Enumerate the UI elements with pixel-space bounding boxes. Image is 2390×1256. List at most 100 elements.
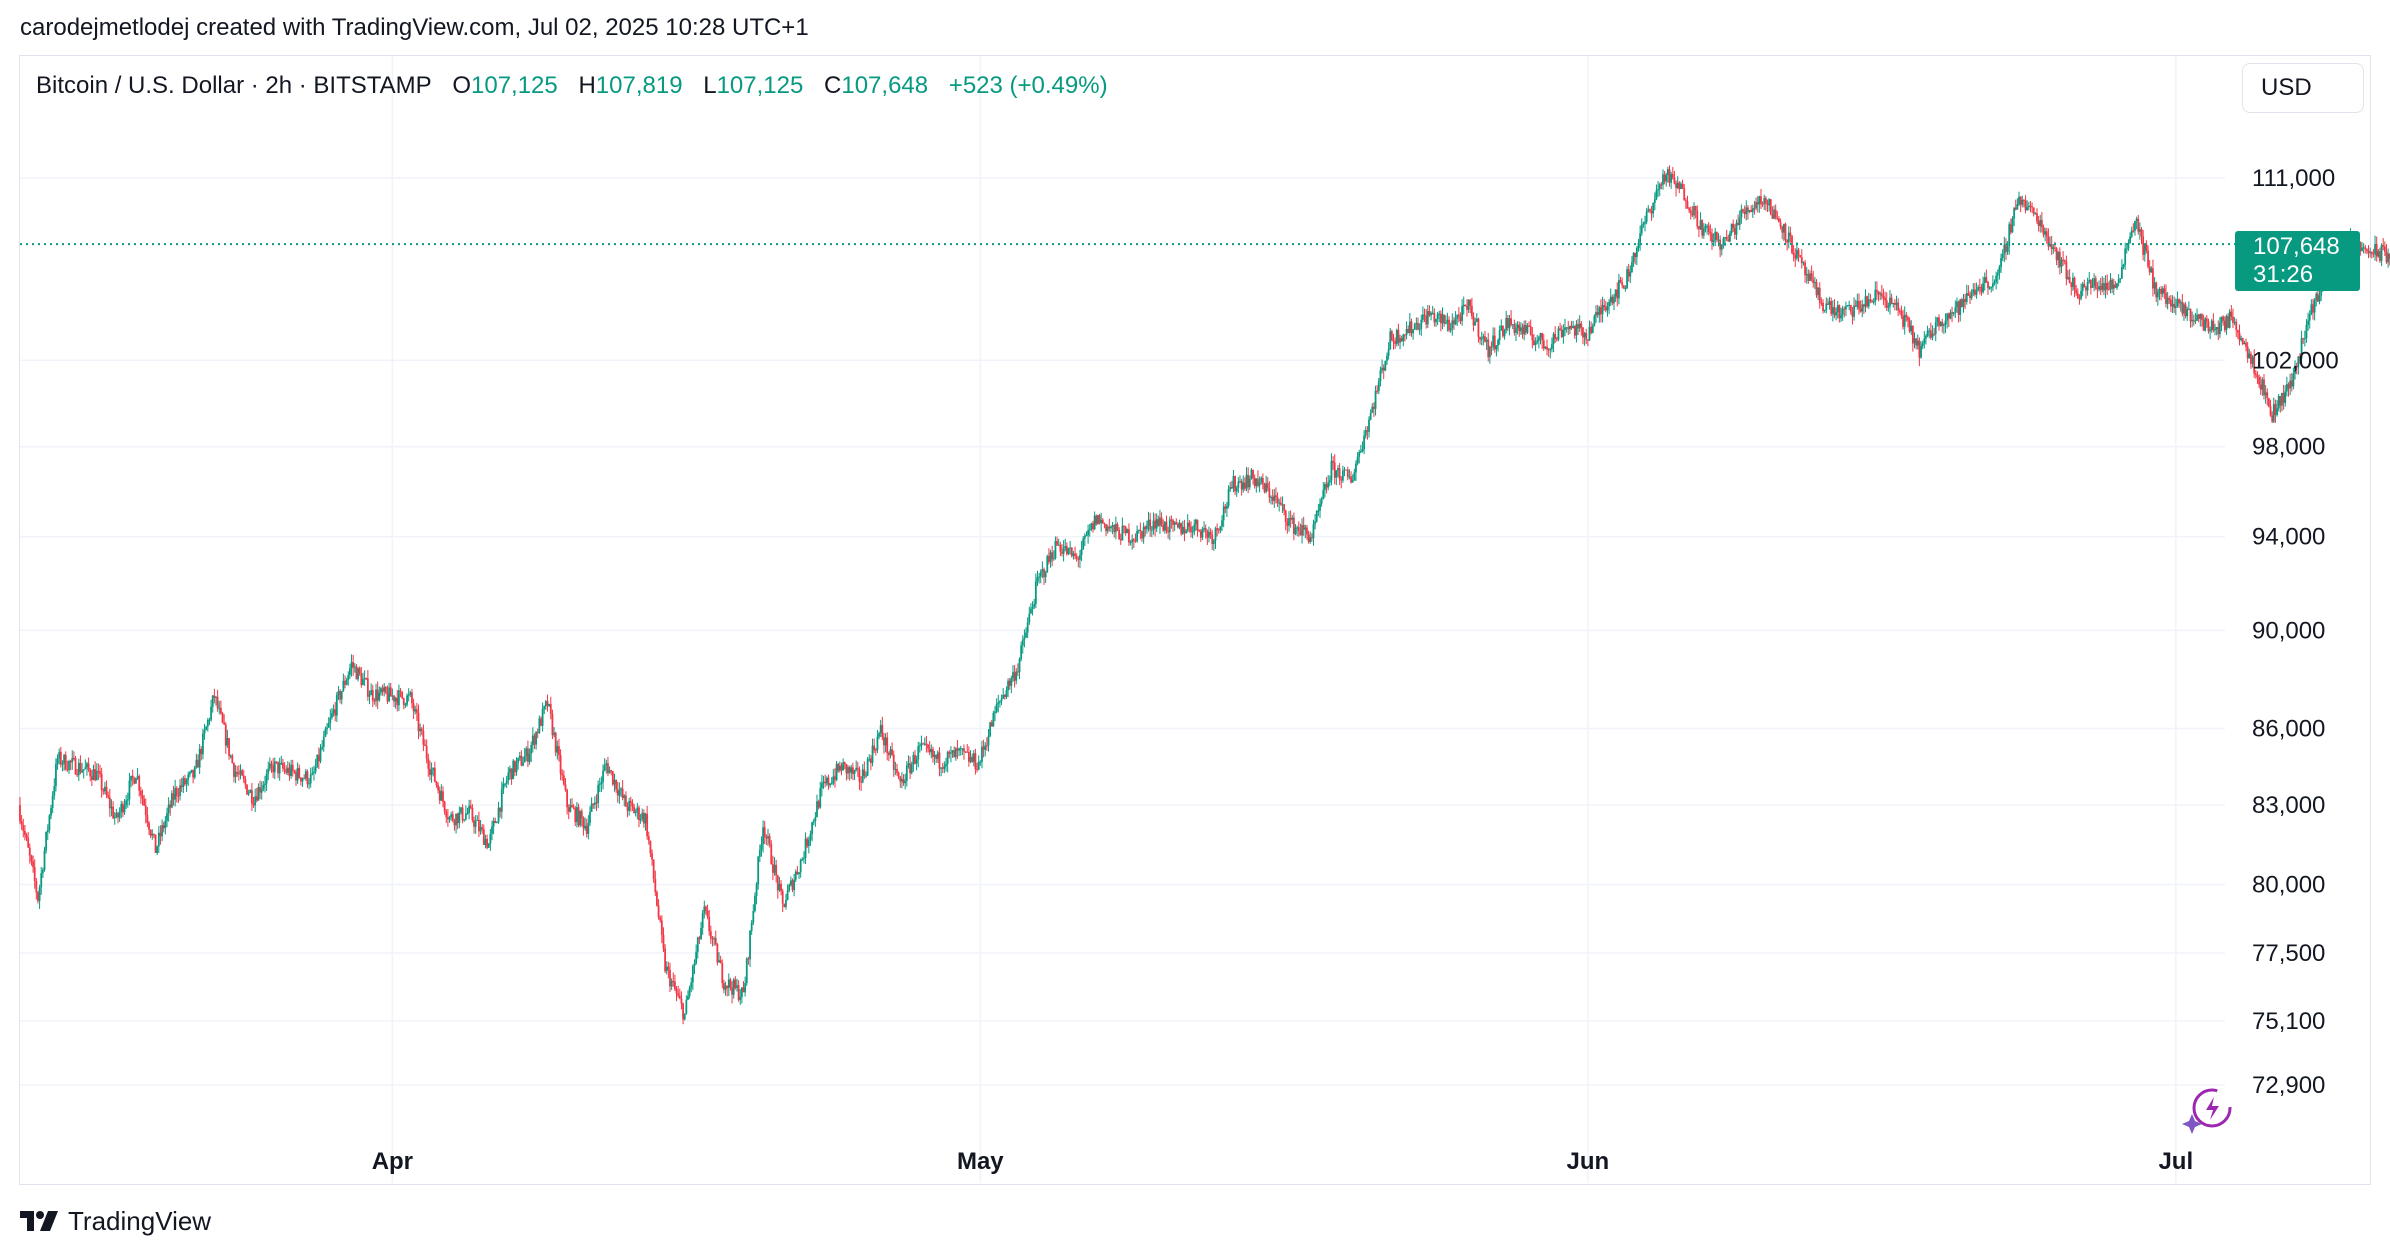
- candle-body: [1753, 208, 1756, 210]
- candle-body: [76, 774, 79, 776]
- candle-body: [1933, 333, 1935, 335]
- candle-body: [1588, 326, 1591, 341]
- candle-body: [600, 782, 603, 784]
- candle-body: [1245, 474, 1248, 489]
- candle-body: [2223, 320, 2226, 331]
- candle-body: [89, 769, 92, 777]
- candle-series: [19, 165, 2390, 1025]
- candle-body: [1386, 355, 1388, 361]
- candle-body: [861, 769, 864, 783]
- candle-body: [1869, 299, 1872, 301]
- candle-body: [2228, 311, 2231, 328]
- candle-body: [2187, 308, 2190, 310]
- candle-body: [2158, 289, 2161, 292]
- candle-body: [412, 703, 415, 712]
- candle-body: [1831, 307, 1834, 314]
- candle-body: [2044, 231, 2047, 235]
- candle-body: [1178, 522, 1181, 528]
- candle-body: [1034, 581, 1037, 604]
- candle-body: [1568, 325, 1571, 330]
- candle-body: [1209, 532, 1212, 535]
- candle-body: [2005, 244, 2007, 252]
- candle-body: [610, 770, 613, 772]
- candle-body: [2230, 311, 2233, 317]
- candle-body: [104, 786, 106, 792]
- candle-body: [450, 814, 453, 818]
- candle-body: [589, 811, 591, 823]
- candle-body: [229, 755, 232, 757]
- candle-body: [481, 827, 484, 830]
- candle-body: [1983, 277, 1986, 284]
- candle-body: [739, 997, 742, 1000]
- candle-body: [1880, 293, 1883, 297]
- candle-body: [687, 995, 689, 1000]
- candle-body: [571, 805, 573, 808]
- candle-body: [2145, 243, 2148, 251]
- candle-body: [2292, 373, 2295, 387]
- candle-body: [1619, 280, 1622, 283]
- tradingview-logo[interactable]: TradingView: [20, 1206, 211, 1237]
- candle-body: [1255, 478, 1258, 487]
- candle-body: [1791, 235, 1793, 253]
- candle-body: [964, 751, 967, 753]
- candle-body: [1513, 324, 1516, 333]
- candle-body: [1890, 297, 1893, 305]
- candle-body: [167, 804, 170, 814]
- assistant-sparkle-icon[interactable]: [2182, 1088, 2232, 1134]
- candle-body: [1152, 520, 1155, 530]
- chart-attribution: carodejmetlodej created with TradingView…: [20, 14, 809, 41]
- candle-body: [1738, 217, 1741, 226]
- candle-body: [1304, 527, 1307, 530]
- candle-body: [1206, 530, 1209, 538]
- candle-body: [1492, 335, 1495, 347]
- candle-body: [2222, 316, 2225, 321]
- candle-body: [2277, 396, 2280, 409]
- candle-body: [2370, 251, 2373, 254]
- candle-body: [1062, 548, 1065, 554]
- candle-body: [535, 732, 537, 745]
- price-axis[interactable]: 72,900 75,100 77,500 80,000 83,000 86,000 90,0…: [2252, 165, 2339, 1099]
- symbol-label[interactable]: Bitcoin / U.S. Dollar · 2h · BITSTAMP: [36, 72, 432, 99]
- candle-body: [966, 751, 969, 753]
- candle-body: [953, 750, 956, 758]
- candle-body: [1701, 220, 1704, 236]
- candle-body: [936, 752, 939, 759]
- candle-body: [2276, 408, 2278, 415]
- candle-body: [1838, 305, 1841, 319]
- candle-body: [66, 769, 69, 771]
- candle-body: [69, 760, 72, 763]
- candle-body: [126, 799, 129, 801]
- candle-body: [780, 883, 782, 892]
- candle-body: [605, 763, 608, 766]
- candle-body: [1219, 526, 1222, 531]
- candle-body: [1681, 183, 1684, 189]
- candle-body: [1621, 282, 1624, 286]
- currency-button[interactable]: USD: [2242, 63, 2364, 113]
- candle-body: [368, 695, 371, 697]
- candle-body: [1926, 330, 1929, 336]
- candle-body: [1603, 305, 1606, 308]
- candle-body: [729, 979, 732, 988]
- chart-pane[interactable]: [19, 55, 2371, 1185]
- candle-body: [1087, 530, 1090, 536]
- candle-body: [407, 694, 410, 696]
- candle-body: [166, 813, 168, 821]
- candle-body: [2147, 250, 2149, 267]
- candle-body: [2029, 205, 2032, 207]
- candle-body: [1098, 515, 1101, 524]
- tradingview-logo-icon: [20, 1210, 58, 1231]
- candle-body: [744, 983, 747, 993]
- candle-body: [121, 803, 124, 813]
- candle-body: [55, 763, 57, 787]
- candle-body: [1758, 196, 1761, 205]
- candle-body: [272, 765, 275, 773]
- candle-body: [2080, 290, 2082, 299]
- candle-body: [1049, 552, 1052, 562]
- candle-body: [1292, 517, 1295, 534]
- candle-body: [1119, 539, 1122, 541]
- candle-body: [876, 736, 879, 751]
- candle-body: [564, 784, 567, 790]
- candle-body: [1719, 239, 1722, 250]
- time-axis[interactable]: Apr May Jun Jul: [372, 1148, 2193, 1175]
